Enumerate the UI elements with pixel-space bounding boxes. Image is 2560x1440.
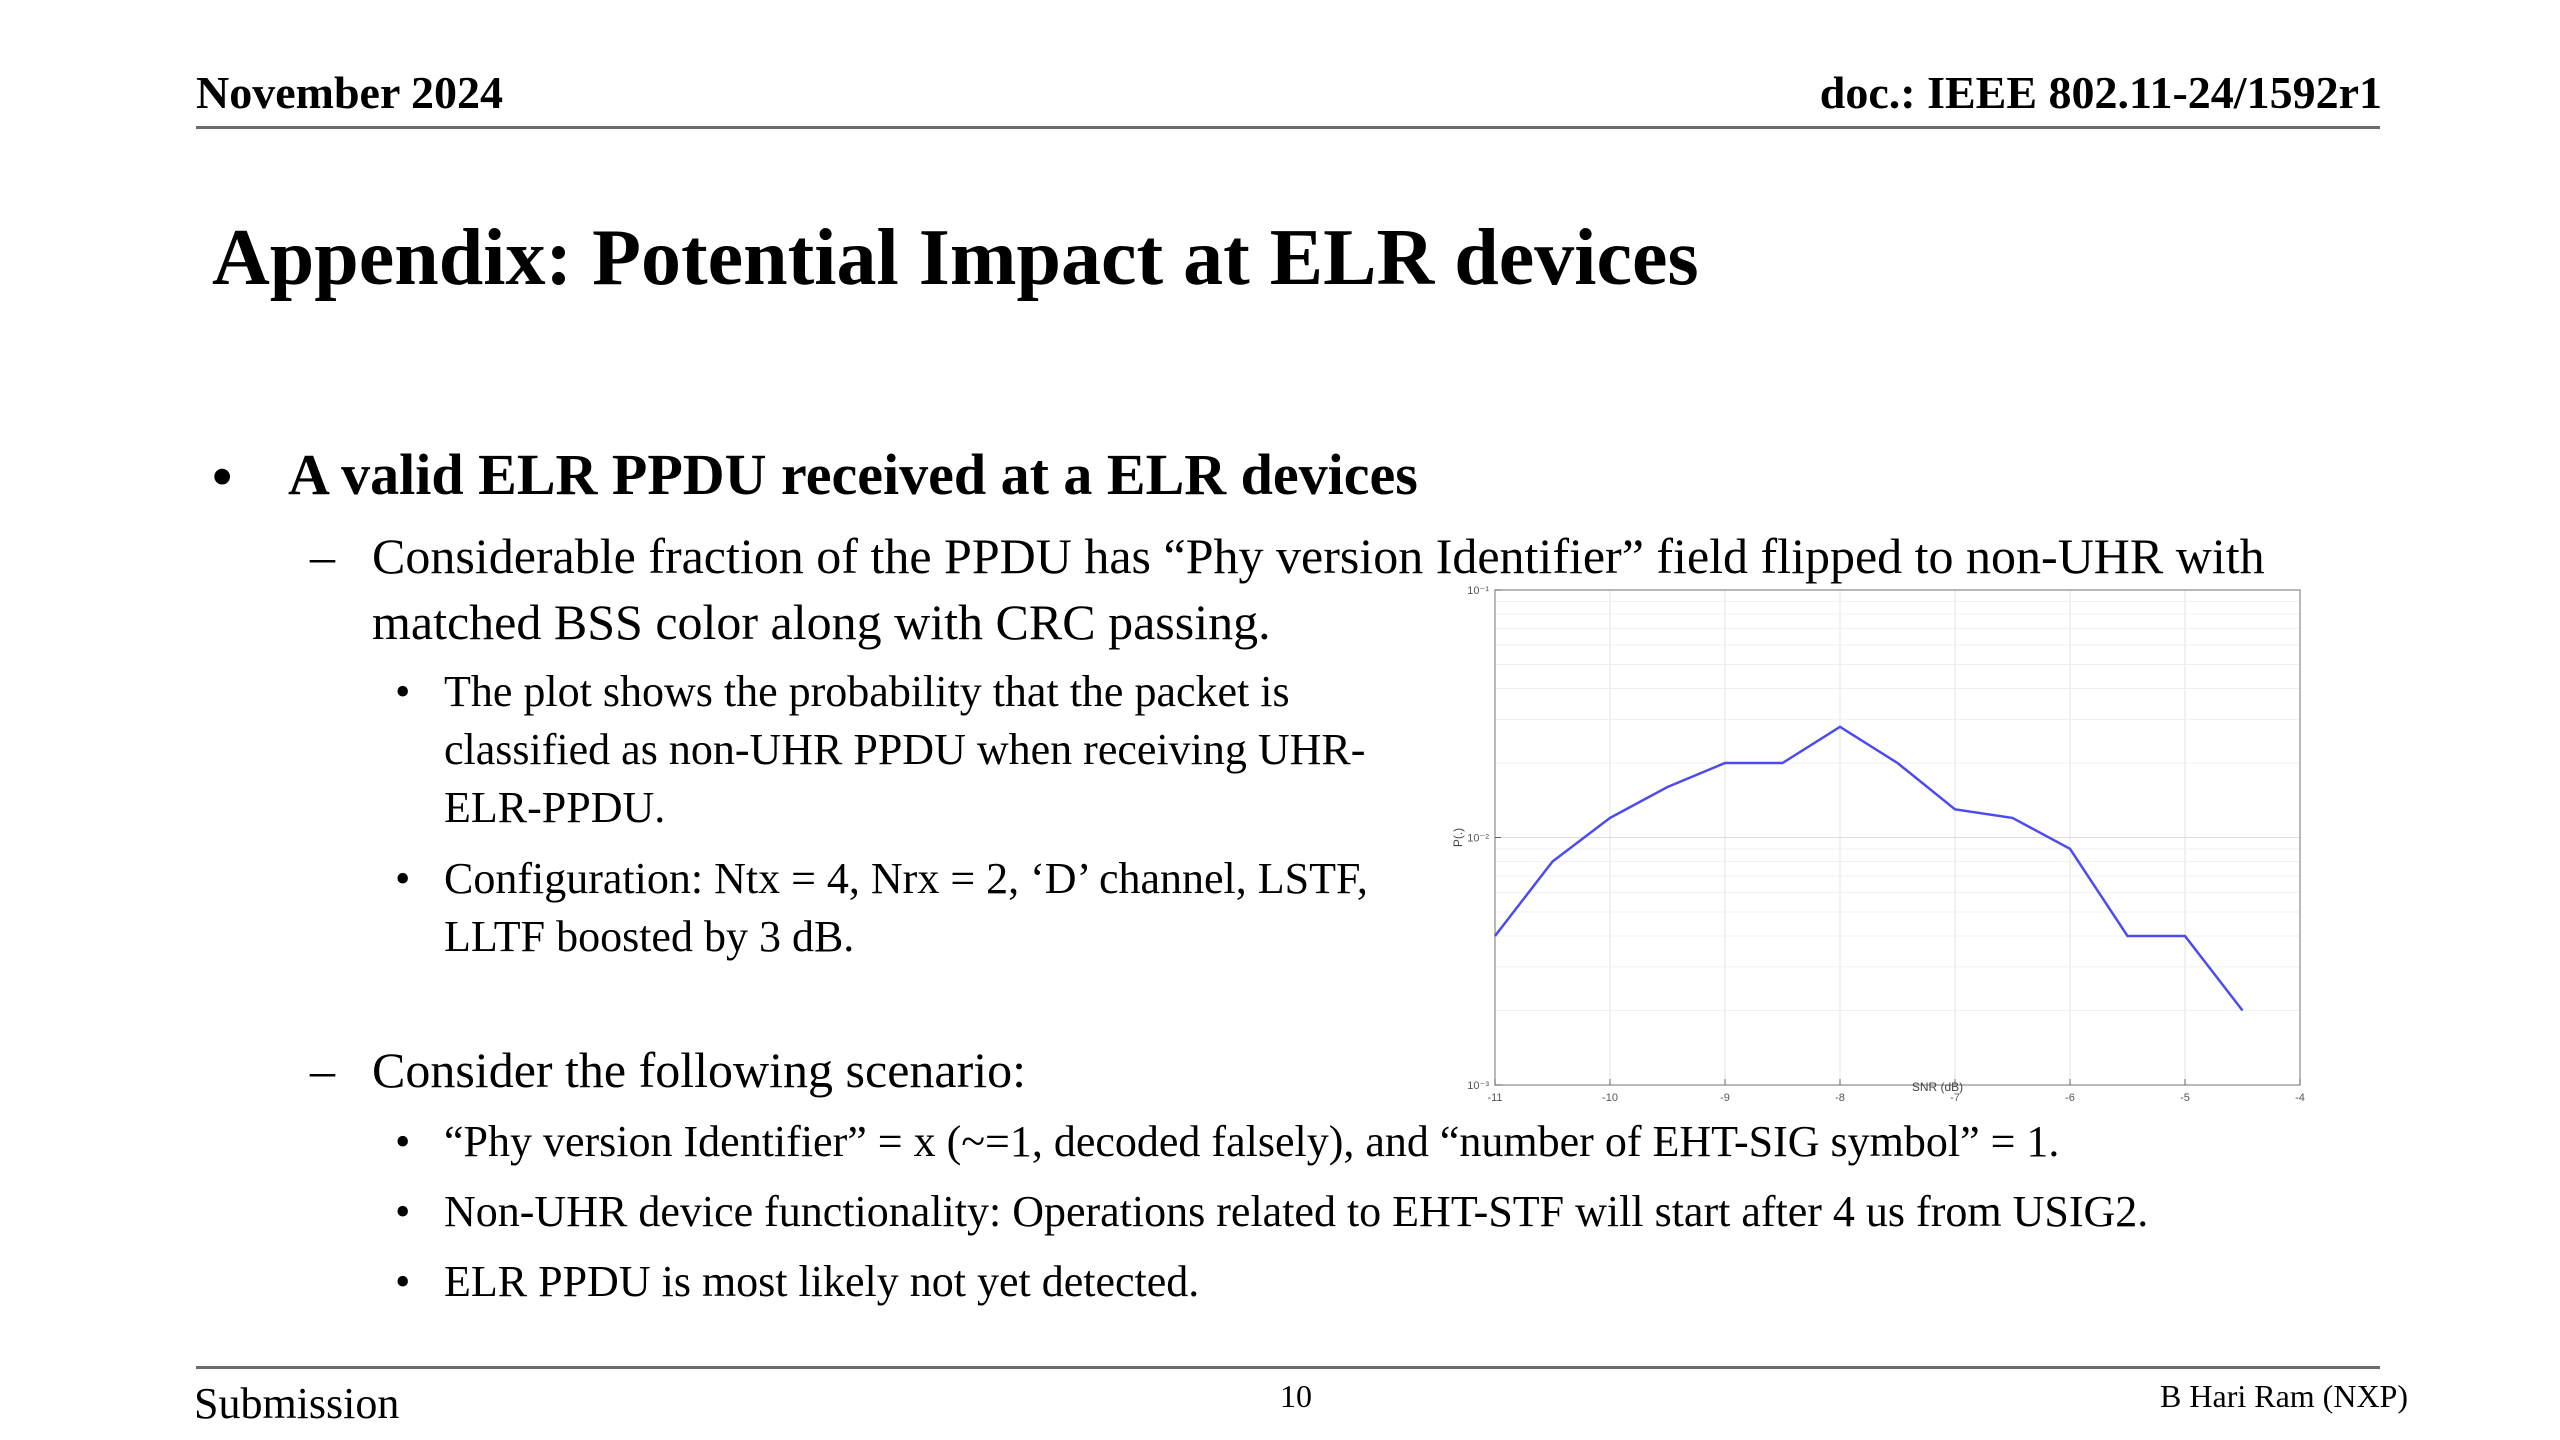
dash-marker: – — [310, 1042, 335, 1098]
x-tick-label: -10 — [1602, 1092, 1618, 1104]
footer-submission: Submission — [194, 1379, 400, 1428]
bullet-marker: • — [395, 854, 411, 903]
sub2-item-1: “Phy version Identifier” = x (~=1, decod… — [444, 1117, 2060, 1166]
bullet-marker: • — [395, 1117, 411, 1166]
bullet-marker: • — [212, 444, 233, 509]
header-date: November 2024 — [196, 67, 504, 118]
dash-marker: – — [310, 528, 335, 584]
y-tick-label: 10⁻³ — [1467, 1080, 1489, 1092]
x-tick-label: -4 — [2295, 1092, 2305, 1104]
slide-title: Appendix: Potential Impact at ELR device… — [212, 214, 1699, 302]
x-tick-label: -5 — [2180, 1092, 2190, 1104]
sub2-item-2: Non-UHR device functionality: Operations… — [444, 1187, 2149, 1236]
chart-grid — [1494, 590, 2301, 1086]
bullet-marker: • — [395, 667, 411, 716]
bullet-marker: • — [395, 1187, 411, 1236]
chart-ticks: -11 -10 -9 -8 -7 -6 -5 -4 10⁻³ 10⁻² 10⁻¹ — [1467, 585, 2305, 1104]
x-tick-label: -9 — [1720, 1092, 1730, 1104]
series-line — [1494, 725, 2244, 1012]
x-tick-label: -8 — [1835, 1092, 1845, 1104]
x-axis-label: SNR (dB) — [1912, 1080, 1963, 1094]
probability-chart: -11 -10 -9 -8 -7 -6 -5 -410⁻³10⁻²10⁻¹ SNR (dB) … — [1451, 585, 2305, 1104]
main-bullet: A valid ELR PPDU received at a ELR devic… — [288, 442, 1418, 507]
x-tick-label: -7 — [1950, 1092, 1960, 1104]
page-number: 10 — [1280, 1378, 1312, 1414]
header-rule — [196, 126, 2380, 129]
header-doc-id: doc.: IEEE 802.11-24/1592r1 — [1819, 67, 2382, 118]
sub1-item-2: Configuration: Ntx = 4, Nrx = 2, ‘D’ cha… — [444, 854, 1368, 961]
footer-rule — [196, 1366, 2380, 1369]
sub-bullet-1: Considerable fraction of the PPDU has “P… — [372, 528, 2265, 650]
sub2-item-3: ELR PPDU is most likely not yet detected… — [444, 1257, 1200, 1306]
y-tick-label: 10⁻¹ — [1467, 585, 1489, 597]
y-tick-label: 10⁻² — [1467, 833, 1489, 845]
x-tick-label: -11 — [1487, 1092, 1502, 1104]
sub1-item-1: The plot shows the probability that the … — [444, 667, 1366, 832]
bullet-marker: • — [395, 1257, 411, 1306]
footer-author: B Hari Ram (NXP) — [2160, 1378, 2408, 1414]
y-axis-label: P(.) — [1451, 828, 1465, 847]
sub-bullet-2: Consider the following scenario: — [372, 1042, 1027, 1098]
x-tick-label: -6 — [2065, 1092, 2075, 1104]
